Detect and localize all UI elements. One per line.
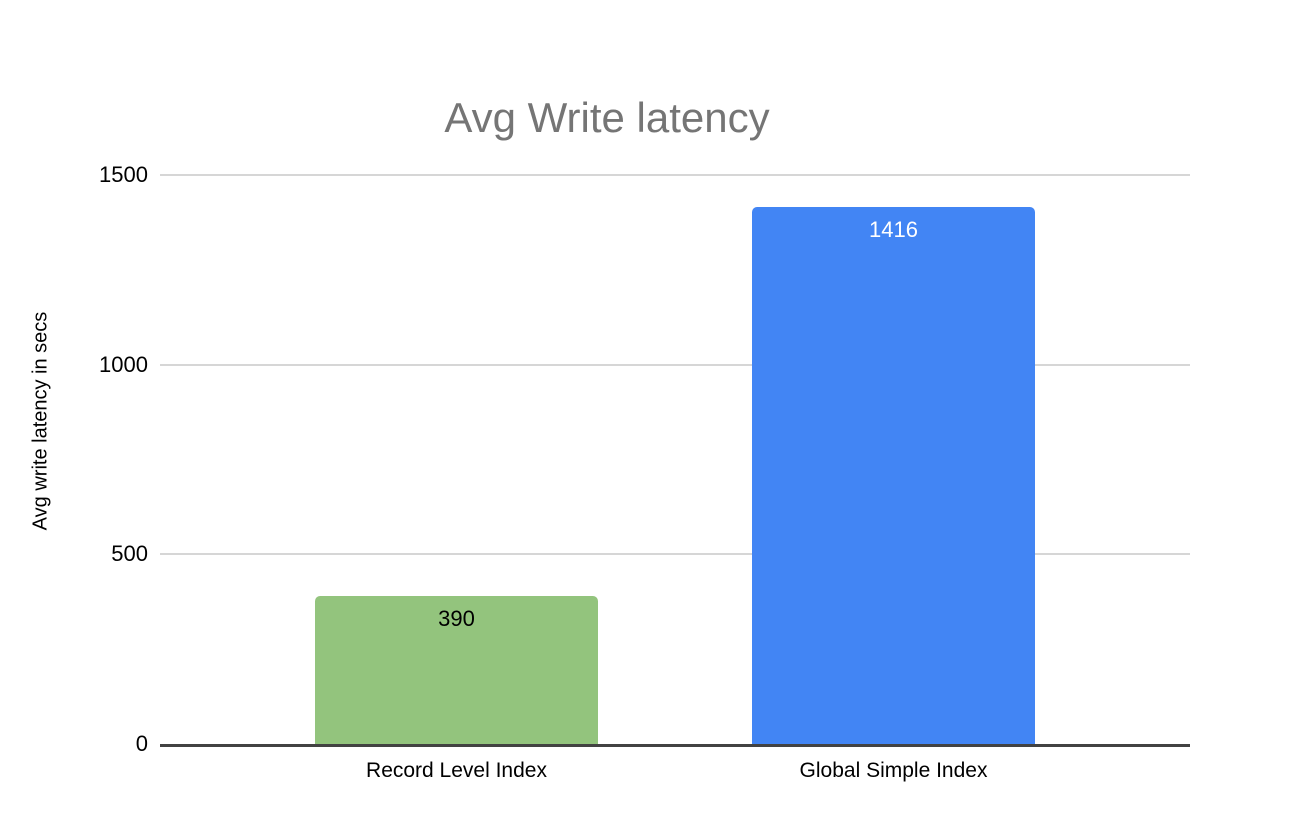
x-axis-category-label: Global Simple Index <box>799 759 988 782</box>
bar-record-level-index <box>315 596 598 744</box>
gridline <box>160 174 1190 176</box>
y-axis-title: Avg write latency in secs <box>29 311 52 531</box>
chart-title: Avg Write latency <box>444 94 770 141</box>
x-axis-category-label: Record Level Index <box>366 759 547 782</box>
bar-value-label: 390 <box>438 606 475 632</box>
x-axis-line <box>160 744 1190 747</box>
gridline <box>160 553 1190 556</box>
y-tick-label: 0 <box>135 731 148 756</box>
y-tick-label: 1500 <box>99 162 148 187</box>
gridline <box>160 363 1190 366</box>
bar-value-label: 1416 <box>869 216 918 242</box>
bar-global-simple-index <box>752 206 1035 744</box>
y-tick-label: 500 <box>111 541 148 567</box>
y-tick-label: 1000 <box>99 351 148 377</box>
